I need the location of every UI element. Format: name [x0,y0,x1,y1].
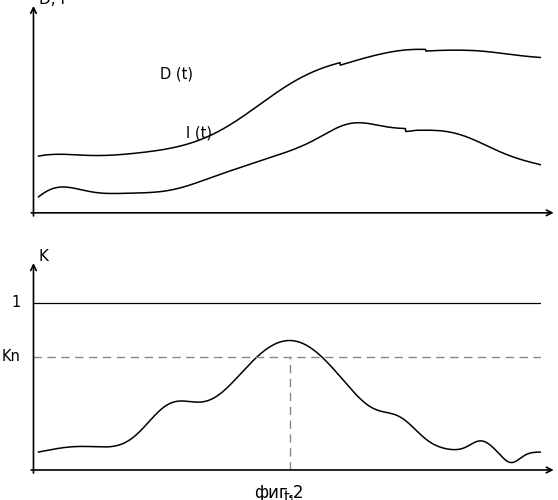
Text: Kn: Kn [2,349,21,364]
Text: фиг.2: фиг.2 [254,484,304,500]
Text: I (t): I (t) [186,126,212,140]
Text: 1: 1 [12,295,21,310]
Text: D, I: D, I [39,0,65,7]
Text: K: K [39,250,49,264]
Text: D (t): D (t) [161,66,194,82]
Text: t₁: t₁ [284,490,296,500]
